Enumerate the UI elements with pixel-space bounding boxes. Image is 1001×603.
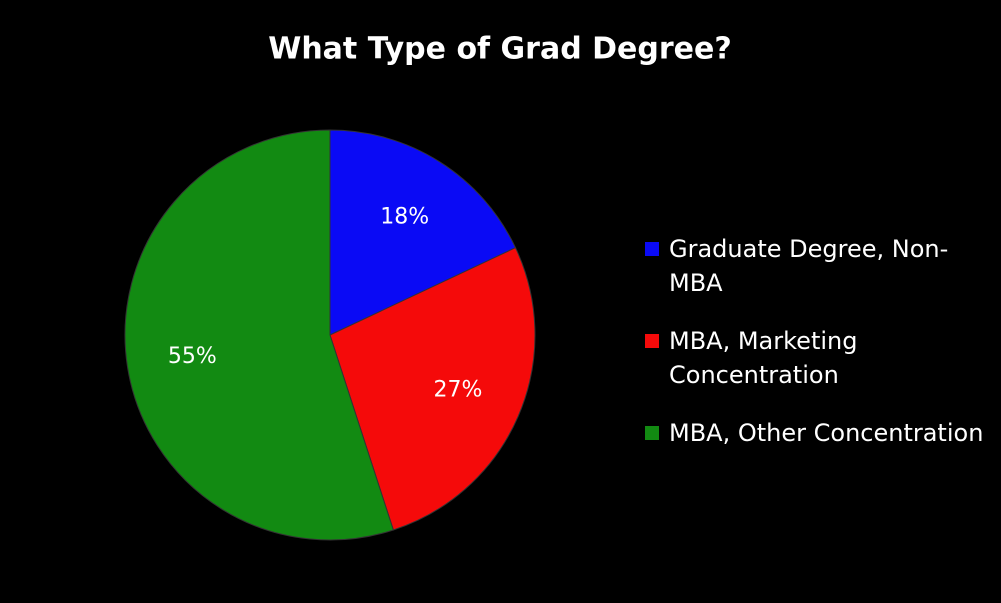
legend-label: MBA, Marketing Concentration — [669, 327, 858, 389]
legend-label: Graduate Degree, Non-MBA — [669, 235, 949, 297]
pie-slice — [329, 129, 517, 336]
data-label: 18% — [380, 204, 429, 229]
legend-label: MBA, Other Concentration — [669, 419, 984, 447]
pie-slice — [124, 129, 394, 541]
legend-key — [645, 242, 659, 256]
legend-key — [645, 334, 659, 348]
legend-key — [645, 426, 659, 440]
chart-title: What Type of Grad Degree? — [268, 32, 732, 67]
legend-item: Graduate Degree, Non-MBA — [645, 232, 990, 300]
data-label: 27% — [433, 377, 482, 402]
legend-item: MBA, Other Concentration — [645, 416, 990, 450]
legend: Graduate Degree, Non-MBA MBA, Marketing C… — [645, 232, 990, 474]
pie-slice — [329, 247, 536, 531]
data-label: 55% — [168, 344, 217, 369]
legend-item: MBA, Marketing Concentration — [645, 324, 990, 392]
